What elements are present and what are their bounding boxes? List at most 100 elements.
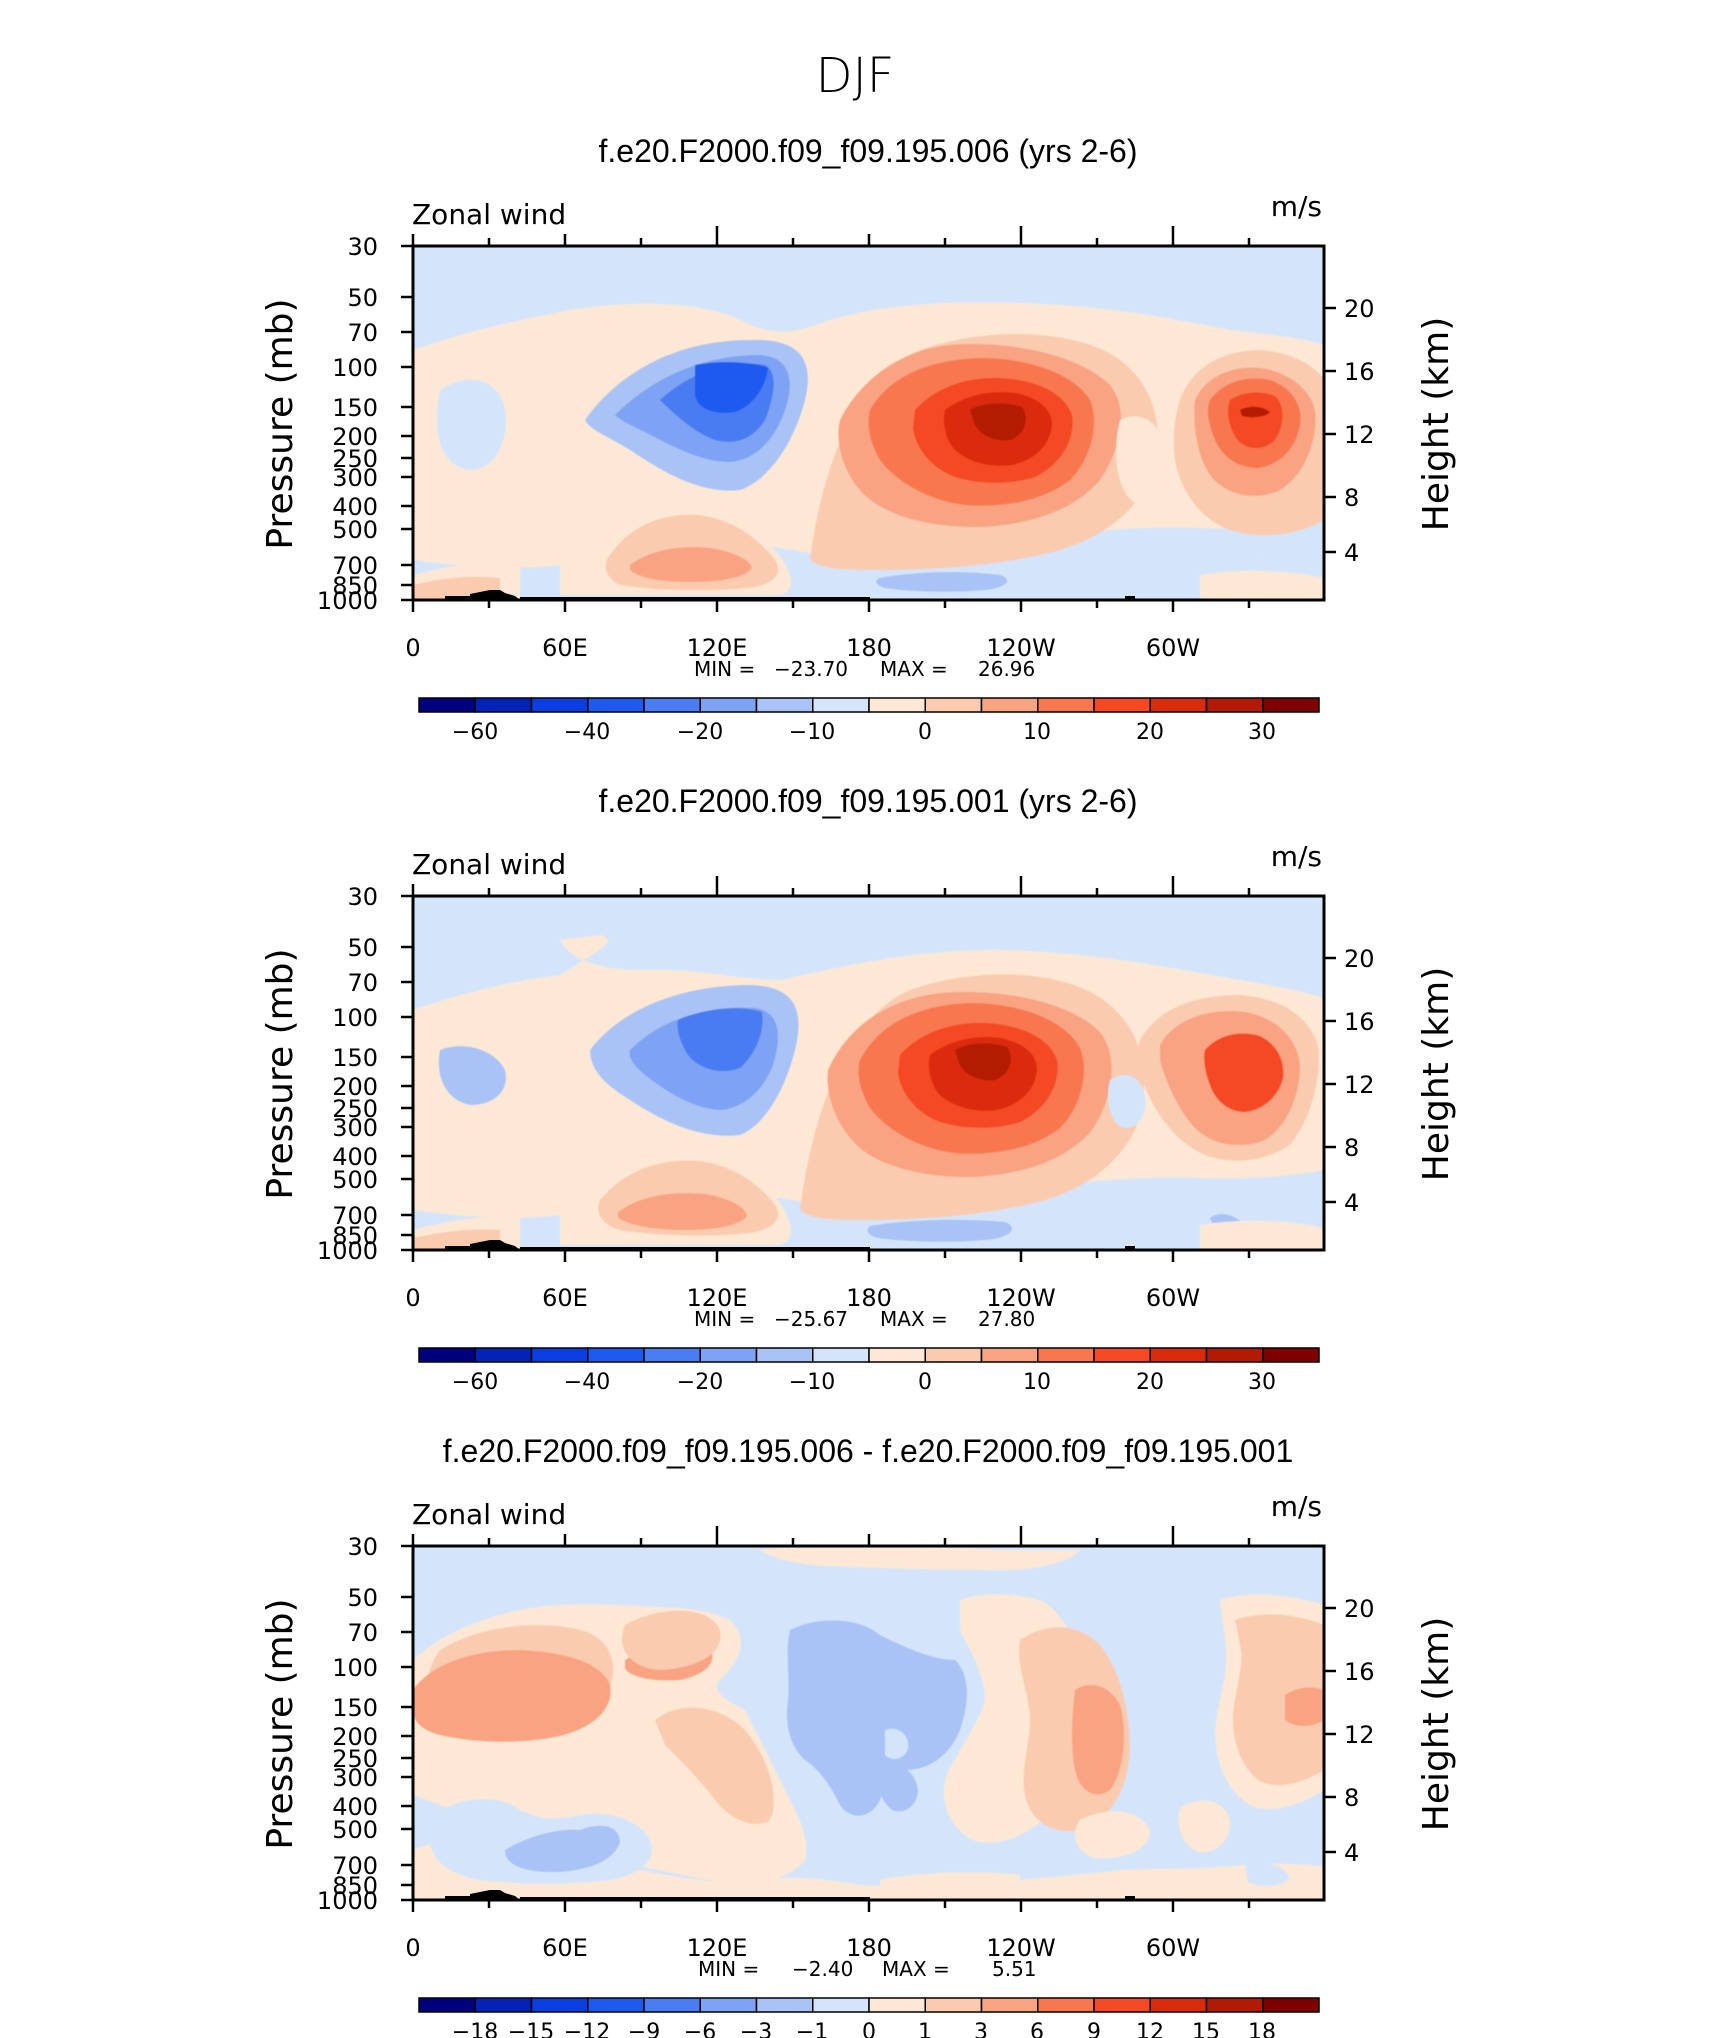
colorbar-box bbox=[643, 1347, 701, 1363]
min-label: MIN = bbox=[694, 657, 755, 681]
y-tick-label: 400 bbox=[332, 493, 378, 521]
y-tick-label: 300 bbox=[332, 464, 378, 492]
colorbar-box bbox=[418, 697, 476, 713]
y-tick-label: 500 bbox=[332, 516, 378, 544]
colorbar-box bbox=[1262, 1997, 1320, 2013]
colorbar-box bbox=[868, 697, 926, 713]
y-tick-label: 100 bbox=[332, 354, 378, 382]
panel-2-plot-area bbox=[413, 896, 1324, 1250]
colorbar-box bbox=[418, 1347, 476, 1363]
min-label: MIN = bbox=[694, 1307, 755, 1331]
y-tick-label: 30 bbox=[347, 233, 378, 261]
y-tick-label: 500 bbox=[332, 1816, 378, 1844]
colorbar-box bbox=[980, 1347, 1039, 1363]
x-tick-label: 60W bbox=[1146, 1934, 1200, 1962]
y-tick-label: 100 bbox=[332, 1004, 378, 1032]
max-value: 27.80 bbox=[978, 1307, 1035, 1331]
panel-3-colorbar: −18 −15 −12 −9 −6 −3 −1 0 1 3 6 9 12 15 … bbox=[418, 1997, 1320, 2038]
y-tick-label: 200 bbox=[332, 1073, 378, 1101]
panel-1-ylabel-right: Height (km) bbox=[1416, 317, 1457, 531]
x-tick-label: 120E bbox=[687, 1934, 748, 1962]
colorbar-box bbox=[474, 697, 533, 713]
y-tick-label: 500 bbox=[332, 1166, 378, 1194]
colorbar-label: 0 bbox=[918, 1370, 932, 1395]
y-tick-label: 30 bbox=[347, 883, 378, 911]
colorbar-box bbox=[755, 1347, 814, 1363]
panel-2-field-label: Zonal wind bbox=[412, 848, 566, 881]
panel-2-title: f.e20.F2000.f09_f09.195.001 (yrs 2-6) bbox=[598, 783, 1137, 819]
colorbar-label: −3 bbox=[740, 2020, 772, 2038]
colorbar-box bbox=[1205, 1347, 1264, 1363]
panel-1-min-max: MIN = −23.70 MAX = 26.96 bbox=[694, 657, 1035, 681]
panel-2-units: m/s bbox=[1271, 840, 1322, 873]
colorbar-label: −6 bbox=[684, 2020, 716, 2038]
colorbar-labels: −18 −15 −12 −9 −6 −3 −1 0 1 3 6 9 12 15 … bbox=[452, 2020, 1276, 2038]
panel-2-colorbar: −60 −40 −20 −10 0 10 20 30 bbox=[418, 1347, 1320, 1395]
y-tick-label: 400 bbox=[332, 1793, 378, 1821]
y-tick-label: 50 bbox=[347, 1584, 378, 1612]
y-tick-label: 850 bbox=[332, 1222, 378, 1250]
colorbar-label: 0 bbox=[862, 2020, 876, 2038]
colorbar-box bbox=[530, 1997, 589, 2013]
panel-3-field-label: Zonal wind bbox=[412, 1498, 566, 1531]
panel-1-y-right-tick-labels: 20 16 12 8 4 bbox=[1344, 295, 1375, 567]
panel-2: f.e20.F2000.f09_f09.195.001 (yrs 2-6) Zo… bbox=[260, 783, 1457, 1395]
panel-2-axes bbox=[401, 876, 1336, 1262]
y-tick-label: 150 bbox=[332, 1694, 378, 1722]
colorbar-box bbox=[1093, 1347, 1151, 1363]
x-tick-label: 60E bbox=[542, 1284, 588, 1312]
colorbar-label: −9 bbox=[628, 2020, 660, 2038]
colorbar-label: −60 bbox=[452, 720, 498, 745]
colorbar-box bbox=[924, 697, 983, 713]
panel-3-y-tick-labels: 30 50 70 100 150 200 250 300 400 500 700… bbox=[317, 1533, 378, 1915]
colorbar-box bbox=[1149, 697, 1208, 713]
y-tick-label: 200 bbox=[332, 423, 378, 451]
colorbar-box bbox=[1037, 1347, 1095, 1363]
colorbar-box bbox=[643, 697, 701, 713]
y-tick-label: 250 bbox=[332, 1745, 378, 1773]
max-label: MAX = bbox=[880, 657, 948, 681]
colorbar-box bbox=[980, 697, 1039, 713]
colorbar-box bbox=[755, 697, 814, 713]
colorbar-box bbox=[1149, 1347, 1208, 1363]
panel-1-ylabel: Pressure (mb) bbox=[260, 298, 301, 549]
colorbar-box bbox=[1093, 1997, 1151, 2013]
y-right-tick-label: 12 bbox=[1344, 1071, 1375, 1099]
colorbar-labels: −60 −40 −20 −10 0 10 20 30 bbox=[452, 1370, 1276, 1395]
colorbar-label: −12 bbox=[564, 2020, 610, 2038]
colorbar-box bbox=[980, 1997, 1039, 2013]
panel-1-field-label: Zonal wind bbox=[412, 198, 566, 231]
y-tick-label: 850 bbox=[332, 572, 378, 600]
colorbar-box bbox=[474, 1997, 533, 2013]
colorbar-box bbox=[1205, 1997, 1264, 2013]
y-tick-label: 50 bbox=[347, 934, 378, 962]
y-tick-label: 200 bbox=[332, 1723, 378, 1751]
panel-3-plot-area bbox=[413, 1546, 1324, 1900]
y-tick-label: 150 bbox=[332, 1044, 378, 1072]
colorbar-box bbox=[924, 1347, 983, 1363]
y-right-tick-label: 8 bbox=[1344, 1134, 1359, 1162]
panel-3-axes bbox=[401, 1526, 1336, 1912]
y-right-tick-label: 4 bbox=[1344, 1189, 1359, 1217]
y-tick-label: 700 bbox=[332, 1852, 378, 1880]
panel-3-min-max: MIN = −2.40 MAX = 5.51 bbox=[698, 1957, 1037, 1981]
y-right-tick-label: 4 bbox=[1344, 539, 1359, 567]
colorbar-box bbox=[812, 1997, 870, 2013]
panel-1-title: f.e20.F2000.f09_f09.195.006 (yrs 2-6) bbox=[598, 133, 1137, 169]
colorbar-box bbox=[1093, 697, 1151, 713]
colorbar-boxes bbox=[418, 1997, 1320, 2013]
colorbar-label: 3 bbox=[974, 2020, 988, 2038]
colorbar-box bbox=[699, 697, 758, 713]
y-tick-label: 700 bbox=[332, 552, 378, 580]
y-tick-label: 300 bbox=[332, 1764, 378, 1792]
max-value: 26.96 bbox=[978, 657, 1035, 681]
x-tick-label: 0 bbox=[405, 1934, 420, 1962]
y-tick-label: 250 bbox=[332, 1095, 378, 1123]
min-label: MIN = bbox=[698, 1957, 759, 1981]
y-right-tick-label: 20 bbox=[1344, 295, 1375, 323]
colorbar-label: 9 bbox=[1087, 2020, 1101, 2038]
x-tick-label: 120W bbox=[986, 1284, 1056, 1312]
colorbar-label: −15 bbox=[508, 2020, 554, 2038]
panel-1-y-tick-labels: 30 50 70 100 150 200 250 300 400 500 700… bbox=[317, 233, 378, 615]
